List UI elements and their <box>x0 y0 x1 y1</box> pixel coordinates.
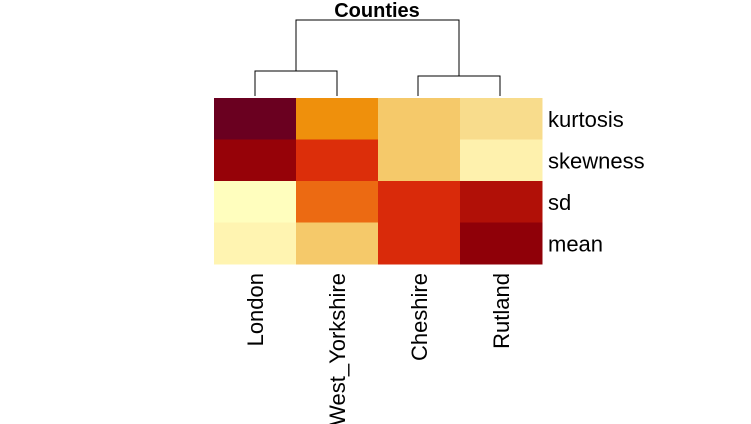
row-label-sd: sd <box>548 190 571 215</box>
heatmap-cell-skewness-cheshire <box>378 139 461 182</box>
heatmap-cell-sd-cheshire <box>378 181 461 223</box>
row-labels: kurtosis skewness sd mean <box>548 107 645 257</box>
chart-title: Counties <box>334 0 420 22</box>
column-labels: London West_Yorkshire Cheshire Rutland <box>243 273 514 424</box>
dendrogram-root-branch <box>295 19 460 76</box>
row-label-mean: mean <box>548 231 603 256</box>
column-dendrogram <box>254 19 501 96</box>
heatmap-cells <box>214 98 543 265</box>
heatmap-cell-skewness-west_yorkshire <box>296 139 379 182</box>
heatmap-cell-kurtosis-west_yorkshire <box>296 98 379 140</box>
column-label-cheshire: Cheshire <box>407 273 432 361</box>
heatmap-cell-sd-west_yorkshire <box>296 181 379 223</box>
heatmap-cell-kurtosis-rutland <box>460 98 543 140</box>
column-label-london: London <box>243 273 268 346</box>
row-label-kurtosis: kurtosis <box>548 107 624 132</box>
heatmap-cell-sd-london <box>214 181 297 223</box>
heatmap-cell-mean-cheshire <box>378 222 461 265</box>
column-label-west_yorkshire: West_Yorkshire <box>325 273 350 424</box>
heatmap-cell-mean-rutland <box>460 222 543 265</box>
dendrogram-left-branch <box>254 70 338 96</box>
dendrogram-right-branch <box>417 75 501 96</box>
heatmap-cell-kurtosis-london <box>214 98 297 140</box>
heatmap-cell-skewness-london <box>214 139 297 182</box>
row-label-skewness: skewness <box>548 148 645 173</box>
heatmap-cell-sd-rutland <box>460 181 543 223</box>
column-label-rutland: Rutland <box>489 273 514 349</box>
heatmap-cell-skewness-rutland <box>460 139 543 182</box>
heatmap-cell-mean-west_yorkshire <box>296 222 379 265</box>
heatmap-cell-mean-london <box>214 222 297 265</box>
heatmap-cell-kurtosis-cheshire <box>378 98 461 140</box>
